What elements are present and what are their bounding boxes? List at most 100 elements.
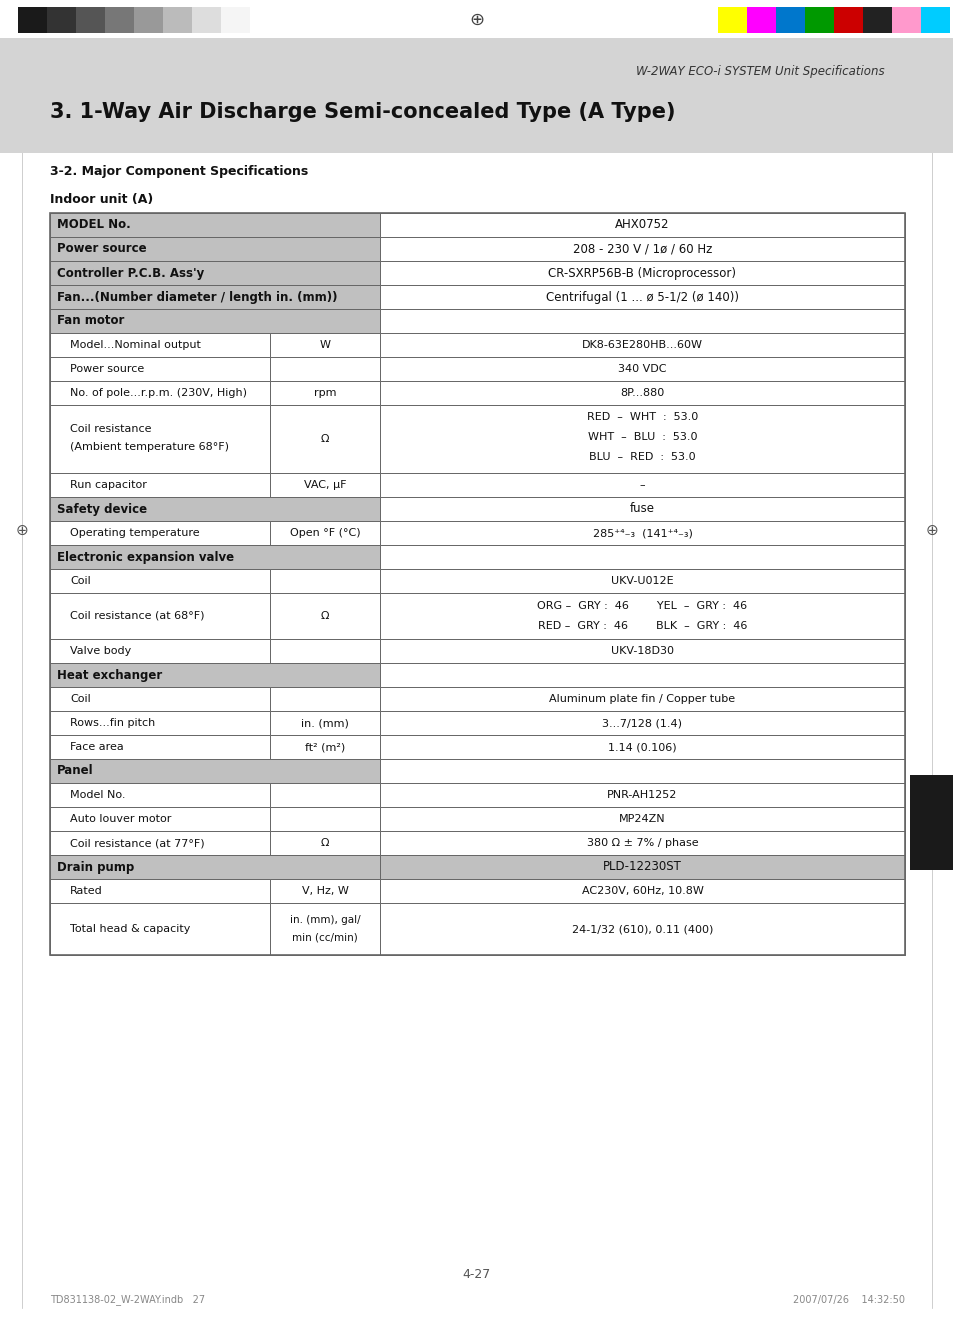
Text: 208 - 230 V / 1ø / 60 Hz: 208 - 230 V / 1ø / 60 Hz [572, 243, 712, 255]
Text: VAC, μF: VAC, μF [303, 480, 346, 490]
Text: Ω: Ω [320, 838, 329, 848]
Text: Model No.: Model No. [70, 790, 126, 801]
Bar [379, 285, 904, 309]
Bar [50, 262, 379, 285]
Text: Ω: Ω [320, 435, 329, 444]
Bar [379, 520, 904, 546]
Text: 1.14 (0.106): 1.14 (0.106) [608, 742, 676, 752]
Text: Heat exchanger: Heat exchanger [57, 668, 162, 682]
Text: W: W [319, 339, 330, 350]
Bar [379, 236, 904, 262]
Bar [270, 406, 379, 473]
Text: 3...7/128 (1.4): 3...7/128 (1.4) [602, 719, 681, 728]
Bar [50, 783, 270, 807]
Text: 3. 1-Way Air Discharge Semi-concealed Type (A Type): 3. 1-Way Air Discharge Semi-concealed Ty… [50, 102, 675, 122]
Text: Auto louver motor: Auto louver motor [70, 814, 172, 824]
Text: ⊕: ⊕ [15, 523, 29, 538]
Bar [379, 309, 904, 333]
Text: RED  –  WHT  :  53.0: RED – WHT : 53.0 [586, 412, 698, 421]
Bar [270, 520, 379, 546]
Bar [270, 569, 379, 593]
Bar [50, 520, 270, 546]
Bar [379, 831, 904, 855]
Bar [50, 546, 379, 569]
Bar [379, 687, 904, 711]
Bar [50, 878, 270, 904]
Bar [47, 7, 76, 33]
Text: WHT  –  BLU  :  53.0: WHT – BLU : 53.0 [587, 432, 697, 443]
Bar [221, 7, 250, 33]
Bar [192, 7, 221, 33]
Text: Model...Nominal output: Model...Nominal output [70, 339, 201, 350]
Bar [379, 380, 904, 406]
Text: Coil resistance (at 77°F): Coil resistance (at 77°F) [70, 838, 204, 848]
Text: ft² (m²): ft² (m²) [305, 742, 345, 752]
Bar [379, 855, 904, 878]
Text: 24-1/32 (610), 0.11 (400): 24-1/32 (610), 0.11 (400) [571, 923, 713, 934]
Text: Centrifugal (1 ... ø 5-1/2 (ø 140)): Centrifugal (1 ... ø 5-1/2 (ø 140)) [545, 291, 739, 304]
Text: 2007/07/26    14:32:50: 2007/07/26 14:32:50 [792, 1295, 904, 1305]
Text: in. (mm), gal/: in. (mm), gal/ [290, 915, 360, 925]
Text: Safety device: Safety device [57, 502, 147, 515]
Bar [270, 333, 379, 357]
Bar [270, 473, 379, 497]
Text: Coil: Coil [70, 694, 91, 704]
Bar [379, 639, 904, 663]
Text: 8P...880: 8P...880 [619, 388, 664, 398]
Bar [270, 639, 379, 663]
Text: UKV-U012E: UKV-U012E [611, 576, 673, 587]
Text: 340 VDC: 340 VDC [618, 365, 666, 374]
Bar [379, 333, 904, 357]
Bar [379, 406, 904, 473]
Bar [379, 262, 904, 285]
Bar [50, 213, 379, 236]
Text: PLD-12230ST: PLD-12230ST [602, 860, 681, 873]
Text: DK8-63E280HB...60W: DK8-63E280HB...60W [581, 339, 702, 350]
Text: Ω: Ω [320, 612, 329, 621]
Bar [133, 7, 163, 33]
Bar [379, 878, 904, 904]
Text: Total head & capacity: Total head & capacity [70, 923, 191, 934]
Text: Aluminum plate fin / Copper tube: Aluminum plate fin / Copper tube [549, 694, 735, 704]
Bar [50, 236, 379, 262]
Bar [50, 309, 379, 333]
Text: BLU  –  RED  :  53.0: BLU – RED : 53.0 [589, 452, 695, 462]
Text: Coil resistance (at 68°F): Coil resistance (at 68°F) [70, 612, 204, 621]
Text: 4-27: 4-27 [462, 1268, 491, 1281]
Bar [50, 760, 379, 783]
Bar [50, 904, 270, 955]
Text: W-2WAY ECO-i SYSTEM Unit Specifications: W-2WAY ECO-i SYSTEM Unit Specifications [635, 66, 883, 78]
Text: ORG –  GRY :  46        YEL  –  GRY :  46: ORG – GRY : 46 YEL – GRY : 46 [537, 601, 747, 612]
Bar [50, 663, 379, 687]
Bar [50, 406, 270, 473]
Bar [50, 357, 270, 380]
Bar [379, 546, 904, 569]
Bar [270, 593, 379, 639]
Bar [775, 7, 804, 33]
Text: –: – [639, 480, 644, 490]
Bar [50, 687, 270, 711]
Text: MODEL No.: MODEL No. [57, 218, 131, 231]
Bar [50, 855, 379, 878]
Text: Electronic expansion valve: Electronic expansion valve [57, 551, 233, 564]
Text: 3-2. Major Component Specifications: 3-2. Major Component Specifications [50, 165, 308, 178]
Text: Run capacitor: Run capacitor [70, 480, 147, 490]
Bar [270, 878, 379, 904]
Text: PNR-AH1252: PNR-AH1252 [607, 790, 677, 801]
Text: in. (mm): in. (mm) [301, 719, 349, 728]
Text: CR-SXRP56B-B (Microprocessor): CR-SXRP56B-B (Microprocessor) [548, 267, 736, 280]
Bar [18, 7, 47, 33]
Bar [379, 734, 904, 760]
Text: 285⁺⁴₋₃  (141⁺⁴₋₃): 285⁺⁴₋₃ (141⁺⁴₋₃) [592, 528, 692, 538]
Bar [379, 807, 904, 831]
Bar [270, 807, 379, 831]
Bar [50, 569, 270, 593]
Text: ⊕: ⊕ [469, 11, 484, 29]
Bar [270, 687, 379, 711]
Text: Fan...(Number diameter / length in. (mm)): Fan...(Number diameter / length in. (mm)… [57, 291, 337, 304]
Bar [270, 380, 379, 406]
Text: No. of pole...r.p.m. (230V, High): No. of pole...r.p.m. (230V, High) [70, 388, 247, 398]
Text: Fan motor: Fan motor [57, 314, 124, 328]
Bar [379, 663, 904, 687]
Bar [270, 783, 379, 807]
